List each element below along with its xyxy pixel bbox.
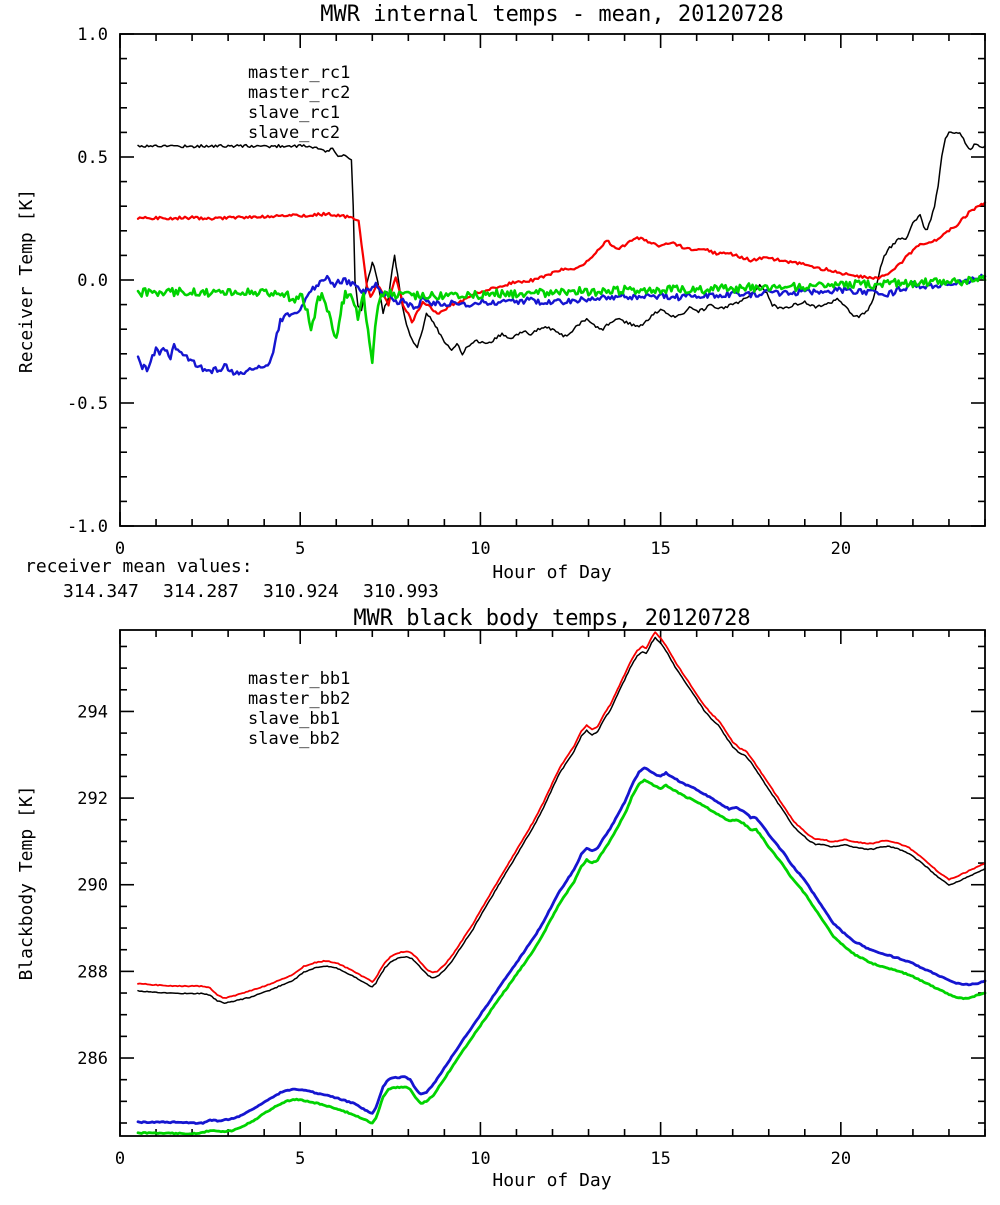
y-tick-label: 288 [77, 962, 108, 982]
blackbody-chart-title: MWR black body temps, 20120728 [353, 606, 750, 631]
x-tick-label: 15 [650, 539, 670, 559]
legend-label-slave-bb2: slave_bb2 [248, 729, 340, 749]
x-tick-label: 20 [831, 1149, 851, 1169]
series-slave_bb1-line [136, 766, 987, 1125]
series-master_bb2-line [137, 631, 986, 999]
series-slave_rc1-line [136, 273, 987, 376]
y-tick-label: 0.5 [77, 148, 108, 168]
x-tick-label: 15 [650, 1149, 670, 1169]
y-tick-label: 1.0 [77, 25, 108, 45]
y-tick-label: 290 [77, 876, 108, 896]
legend-label-master-bb2: master_bb2 [248, 689, 350, 709]
mean-value-master-rc1: 314.347 [63, 581, 139, 602]
y-tick-label: 294 [77, 702, 108, 722]
y-tick-label: 0.0 [77, 271, 108, 291]
x-tick-label: 10 [470, 1149, 490, 1169]
blackbody-y-axis-label: Blackbody Temp [K] [16, 785, 37, 980]
legend-label-master-rc1: master_rc1 [248, 63, 350, 83]
y-tick-label: -1.0 [67, 517, 108, 537]
x-tick-label: 20 [831, 539, 851, 559]
series-slave_bb2-line [136, 778, 987, 1136]
x-tick-label: 5 [295, 1149, 305, 1169]
series-master_rc1-line [137, 131, 986, 356]
x-tick-label: 5 [295, 539, 305, 559]
legend-label-master-rc2: master_rc2 [248, 83, 350, 103]
receiver-y-axis-label: Receiver Temp [K] [16, 189, 37, 373]
legend-label-slave-bb1: slave_bb1 [248, 709, 340, 729]
plot-frame [119, 629, 986, 1137]
mean-value-slave-rc1: 310.924 [263, 581, 339, 602]
plot-frame [119, 33, 986, 527]
series-master_bb1-line [137, 636, 986, 1005]
legend-label-slave-rc1: slave_rc1 [248, 103, 340, 123]
x-tick-label: 0 [115, 539, 125, 559]
legend-label-master-bb1: master_bb1 [248, 669, 350, 689]
receiver-chart-plot: 0 5 10 15 20 1.0 0.5 0.0 -0.5 -1.0 [67, 25, 987, 559]
y-tick-label: 292 [77, 789, 108, 809]
x-tick-label: 10 [470, 539, 490, 559]
legend-label-slave-rc2: slave_rc2 [248, 123, 340, 143]
mean-value-slave-rc2: 310.993 [363, 581, 439, 602]
blackbody-x-axis-label: Hour of Day [492, 1170, 611, 1191]
series-slave_rc2-line [136, 274, 987, 365]
receiver-chart-title: MWR internal temps - mean, 20120728 [320, 2, 784, 27]
x-tick-label: 0 [115, 1149, 125, 1169]
receiver-mean-values-label: receiver mean values: [25, 556, 253, 577]
mean-value-master-rc2: 314.287 [163, 581, 239, 602]
blackbody-chart-plot: 0 5 10 15 20 286 288 290 292 294 [77, 629, 987, 1169]
receiver-x-axis-label: Hour of Day [492, 562, 611, 583]
y-tick-label: -0.5 [67, 394, 108, 414]
series-master_rc2-line [136, 201, 987, 324]
y-tick-label: 286 [77, 1049, 108, 1069]
